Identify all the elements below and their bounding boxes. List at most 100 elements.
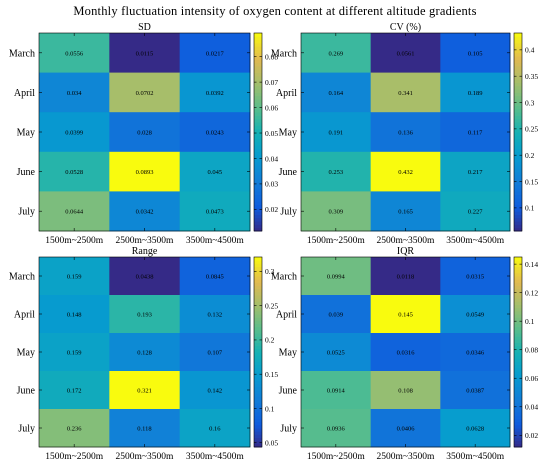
colorbar-strip [254, 301, 262, 305]
colorbar-frame [253, 256, 263, 448]
colorbar-tick-label: 0.04 [525, 403, 538, 412]
colorbar-strip [514, 342, 522, 347]
row-label: April [14, 310, 35, 321]
colorbar-strip [254, 148, 262, 153]
colorbar-strip [254, 307, 262, 312]
heatmap-cell [109, 72, 181, 113]
colorbar-strip [514, 437, 522, 442]
heatmap-cell [39, 333, 110, 372]
colorbar-strip [254, 386, 262, 391]
cell-value-label: 0.136 [398, 130, 413, 137]
colorbar-strip [254, 317, 262, 321]
colorbar-strip [254, 434, 262, 438]
colorbar-strip [514, 227, 522, 232]
colorbar-strip [514, 323, 522, 328]
colorbar-tick-label: 0.25 [265, 301, 278, 310]
row-label: May [279, 348, 297, 359]
colorbar-strip [254, 352, 262, 356]
colorbar-strip [254, 329, 262, 334]
colorbar-strip [254, 412, 262, 416]
colorbar-strip [254, 207, 262, 212]
colorbar-strip [254, 361, 262, 366]
cell-value-label: 0.148 [67, 312, 82, 319]
colorbar-strip [514, 329, 522, 334]
cell-value-label: 0.191 [329, 130, 344, 137]
colorbar-strip [514, 355, 522, 359]
heatmap-cell [109, 295, 181, 334]
heatmap-cell [370, 151, 441, 192]
colorbar-strip [254, 56, 262, 60]
cell-value-label: 0.0628 [466, 426, 484, 433]
cell-value-label: 0.0342 [136, 209, 154, 216]
colorbar: 0.02 0.04 0.06 0.08 0.1 0.12 0.14 [513, 256, 538, 448]
colorbar-strip [514, 348, 522, 353]
cell-value-label: 0.0438 [136, 274, 154, 281]
heatmap-cell [39, 72, 110, 113]
colorbar-strip [514, 118, 522, 123]
heatmap-cell [109, 333, 181, 372]
colorbar-strip [514, 443, 522, 448]
colorbar-strip [514, 36, 522, 41]
colorbar-strip [514, 383, 522, 388]
colorbar-strip [254, 298, 262, 302]
colorbar-strip [254, 135, 262, 140]
cell-value-label: 0.253 [329, 169, 344, 176]
heatmap-cell [370, 371, 441, 410]
colorbar-strip [254, 165, 262, 169]
colorbar-strip [514, 393, 522, 397]
colorbar-strip [514, 272, 522, 277]
colorbar-strip [254, 99, 262, 103]
colorbar-strip [514, 99, 522, 103]
heatmap-cell [39, 151, 110, 192]
colorbar-strip [514, 295, 522, 299]
colorbar-strip [254, 75, 262, 80]
heatmap-cell [370, 409, 441, 448]
colorbar-strip [254, 36, 262, 41]
column-label: 2500m~3500m [377, 452, 436, 462]
colorbar-strip [254, 326, 262, 331]
colorbar-strip [254, 402, 262, 407]
colorbar-strip [514, 112, 522, 116]
colorbar-strip [514, 178, 522, 182]
cell-value-label: 0.0549 [466, 312, 484, 319]
cell-value-label: 0.0556 [65, 50, 84, 57]
colorbar-tick-label: 0.14 [525, 260, 538, 269]
cell-value-label: 0.0473 [206, 209, 224, 216]
cell-value-label: 0.341 [398, 90, 413, 97]
colorbar-strip [254, 424, 262, 429]
heatmap-cell [370, 333, 441, 372]
colorbar-strip [514, 374, 522, 378]
colorbar-strip [254, 431, 262, 435]
heatmap-cell [39, 371, 110, 410]
colorbar-strip [514, 207, 522, 212]
colorbar-strip [254, 266, 262, 271]
colorbar-strip [514, 75, 522, 80]
colorbar-strip [254, 102, 262, 107]
colorbar-strip [514, 339, 522, 343]
colorbar-strip [254, 342, 262, 347]
colorbar-strip [254, 418, 262, 423]
colorbar-strip [254, 194, 262, 199]
colorbar-strip [254, 437, 262, 442]
colorbar-strip [254, 82, 262, 87]
heatmap-cell [179, 191, 251, 232]
cell-value-label: 0.16 [209, 426, 221, 433]
colorbar-strip [254, 191, 262, 196]
colorbar-strip [254, 72, 262, 77]
colorbar-strip [254, 145, 262, 149]
colorbar: 0.05 0.1 0.15 0.2 0.25 0.3 [253, 256, 278, 448]
colorbar-strip [254, 181, 262, 186]
colorbar-strip [514, 138, 522, 143]
cell-value-label: 0.0399 [65, 130, 83, 137]
colorbar-strip [254, 371, 262, 375]
colorbar-strip [254, 377, 262, 381]
colorbar-strip [514, 194, 522, 199]
colorbar-strip [514, 298, 522, 302]
colorbar-strip [514, 431, 522, 435]
colorbar-strip [514, 307, 522, 312]
colorbar-strip [254, 92, 262, 97]
colorbar-tick-label: 0.08 [525, 346, 538, 355]
row-label: July [18, 207, 35, 218]
heatmap-cell [179, 257, 251, 296]
heatmap-cell [301, 257, 372, 296]
